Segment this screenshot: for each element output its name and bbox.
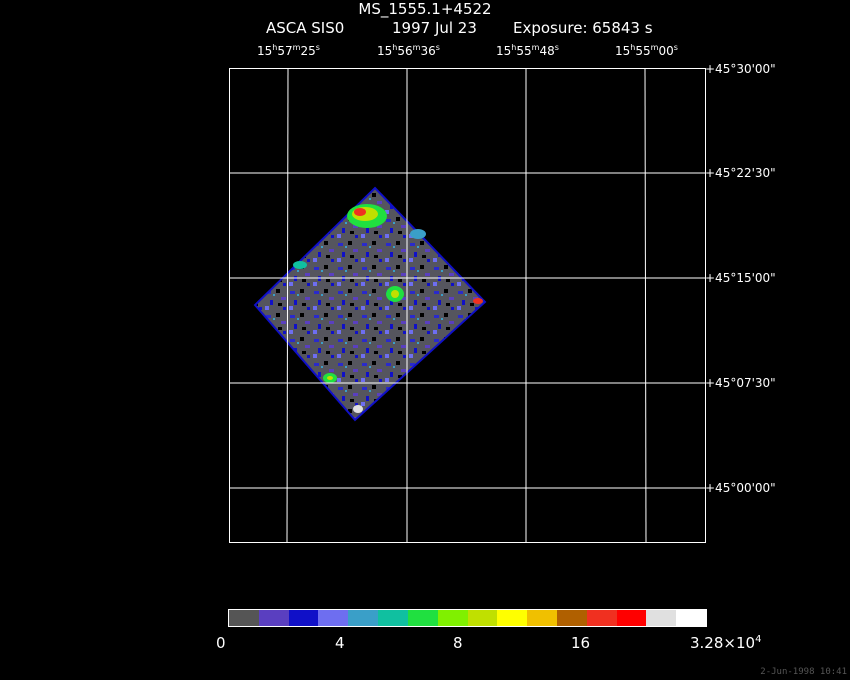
dec-tick-label: +45°00'00": [705, 481, 776, 495]
dec-tick-label: +45°30'00": [705, 62, 776, 76]
colorbar-segment: [229, 610, 259, 626]
coordinate-grid: [229, 67, 706, 544]
colorbar-segment: [527, 610, 557, 626]
colorbar-segment: [378, 610, 408, 626]
colorbar-segment: [497, 610, 528, 626]
colorbar-segment: [467, 610, 498, 626]
image-title: MS_1555.1+4522: [358, 0, 492, 18]
dec-tick-label: +45°15'00": [705, 271, 776, 285]
colorbar-tick: 0: [216, 634, 226, 652]
colorbar-segment: [556, 610, 587, 626]
observation-date: 1997 Jul 23: [392, 19, 477, 37]
colorbar-segment: [586, 610, 617, 626]
ra-tick-label: 15h55m00s: [615, 43, 678, 59]
colorbar-segment: [348, 610, 379, 626]
colorbar-tick: 8: [453, 634, 463, 652]
colorbar-max-label: 3.28×104: [690, 634, 762, 652]
colorbar-segment: [437, 610, 468, 626]
emission-blobs: [293, 204, 483, 413]
instrument-label: ASCA SIS0: [266, 19, 345, 37]
ra-tick-label: 15h55m48s: [496, 43, 559, 59]
image-subtitle: ASCA SIS0 1997 Jul 23 Exposure: 65843 s: [0, 20, 850, 84]
colorbar-segment: [646, 610, 677, 626]
exposure-label: Exposure: 65843 s: [513, 19, 653, 37]
colorbar-segment: [288, 610, 319, 626]
colorbar-segment: [318, 610, 349, 626]
colorbar-segment: [676, 610, 706, 626]
colorbar-segment: [616, 610, 647, 626]
ra-tick-label: 15h57m25s: [257, 43, 320, 59]
timestamp: 2-Jun-1998 10:41: [760, 667, 847, 677]
colorbar-tick: 4: [335, 634, 345, 652]
colorbar-tick: 16: [571, 634, 591, 652]
colorbar-segment: [258, 610, 289, 626]
ra-tick-label: 15h56m36s: [377, 43, 440, 59]
colorbar-segment: [407, 610, 438, 626]
dec-tick-label: +45°07'30": [705, 376, 776, 390]
colorbar: [228, 609, 707, 627]
dec-tick-label: +45°22'30": [705, 166, 776, 180]
